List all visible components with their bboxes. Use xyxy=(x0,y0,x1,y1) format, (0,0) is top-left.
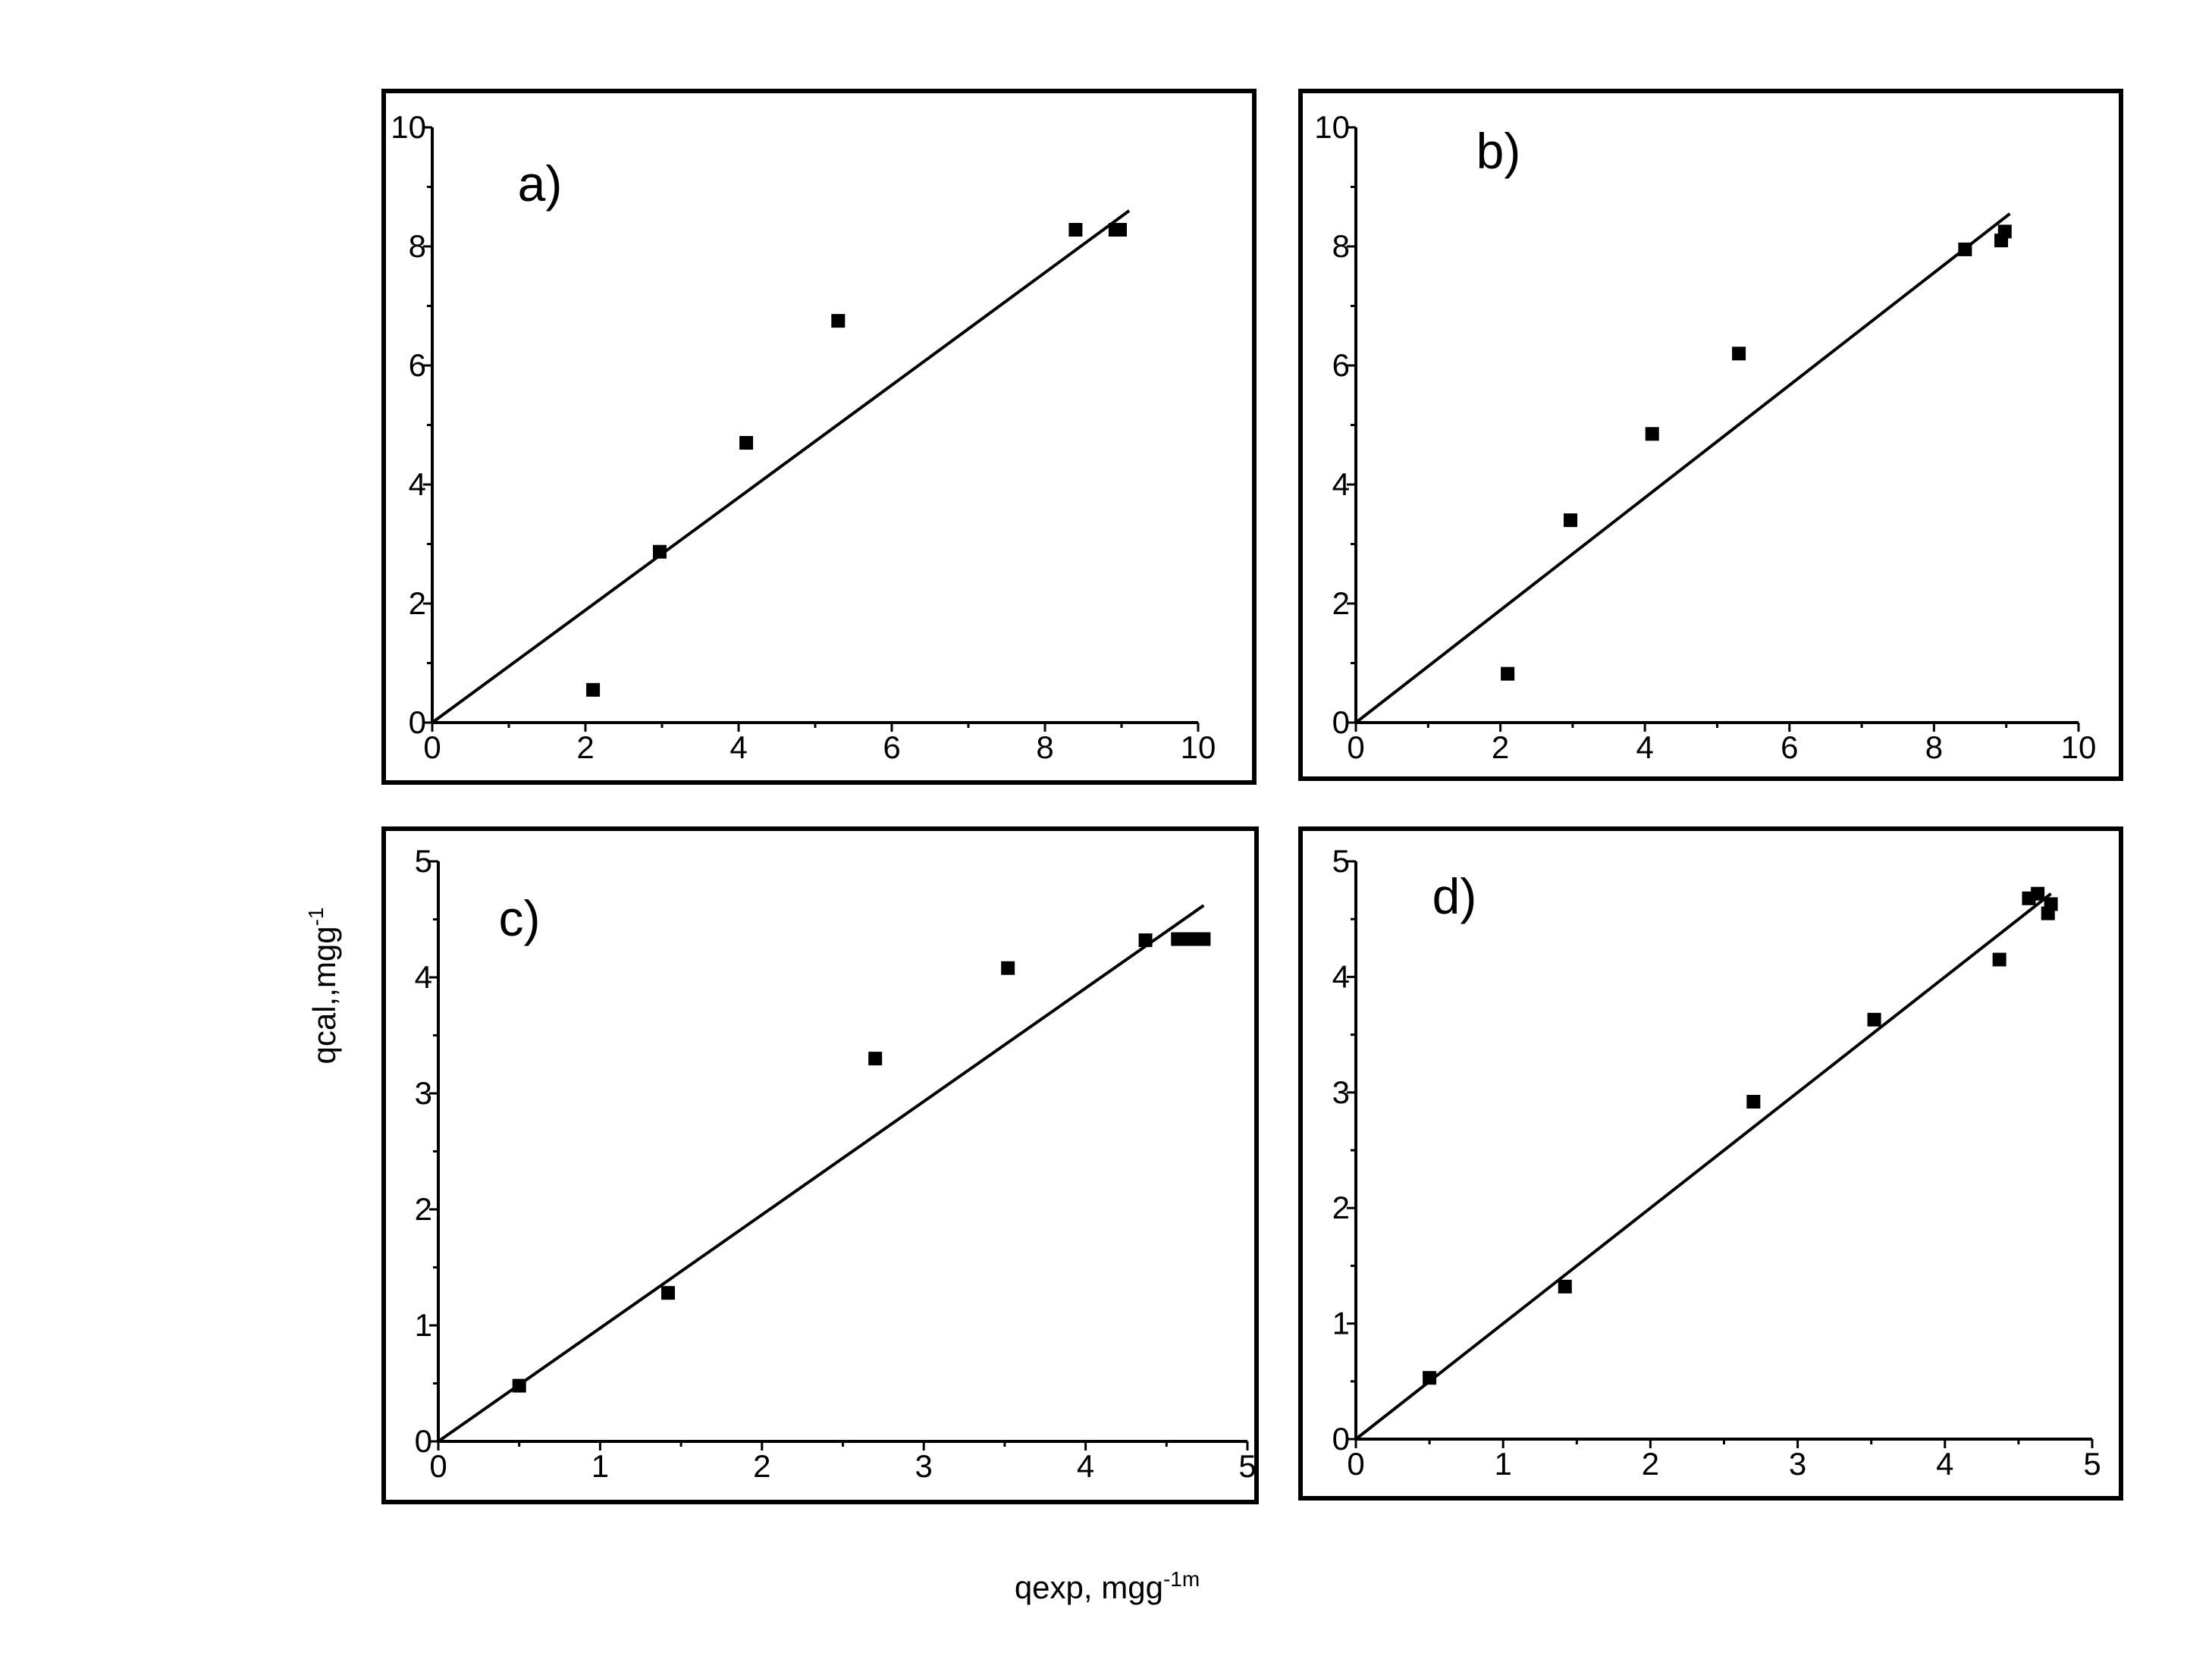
y-tick-label: 10 xyxy=(1314,109,1350,145)
y-axis-title-sup: -1 xyxy=(304,908,328,927)
y-tick-label: 2 xyxy=(415,1191,432,1227)
y-tick-label: 2 xyxy=(409,585,426,621)
x-tick-label: 0 xyxy=(429,1448,447,1484)
data-point xyxy=(1068,223,1083,237)
y-tick-label: 6 xyxy=(409,347,426,383)
x-tick-label: 3 xyxy=(915,1448,933,1484)
x-tick-label: 6 xyxy=(1781,729,1798,765)
x-tick-label: 2 xyxy=(753,1448,770,1484)
data-point xyxy=(652,544,667,559)
y-axis-title: qcal,,mgg-1 xyxy=(304,908,342,1065)
y-tick-label: 0 xyxy=(1332,704,1350,740)
data-point xyxy=(739,436,754,450)
x-tick-label: 0 xyxy=(1347,729,1364,765)
chart-panel-4: 0 1 2 3 4 5 0 1 2 3 4 5 d) xyxy=(1298,826,2123,1501)
x-tick-label: 0 xyxy=(1347,1446,1364,1482)
panel-label: c) xyxy=(499,890,541,946)
x-tick-label: 4 xyxy=(1936,1446,1953,1482)
y-tick-label: 1 xyxy=(415,1307,432,1343)
fit-line xyxy=(437,904,1205,1443)
y-tick-label: 4 xyxy=(1332,958,1350,994)
data-point xyxy=(1184,932,1198,946)
panel-label: a) xyxy=(518,155,563,212)
data-point xyxy=(1423,1371,1437,1385)
x-tick-label: 10 xyxy=(2061,729,2097,765)
x-tick-label: 4 xyxy=(729,729,747,765)
y-tick-label: 5 xyxy=(415,843,432,879)
x-axis-title-main: qexp, mgg xyxy=(1015,1570,1163,1605)
data-point xyxy=(1997,224,2012,239)
data-point xyxy=(661,1286,676,1300)
data-point xyxy=(1867,1012,1881,1027)
panel-frame xyxy=(381,89,1257,785)
chart-panel-2: 0 2 4 6 8 10 0 2 4 6 8 10 b) xyxy=(1298,89,2123,781)
data-point xyxy=(1112,223,1127,237)
y-tick-label: 2 xyxy=(1332,1190,1350,1225)
data-point xyxy=(1171,932,1185,946)
x-tick-label: 4 xyxy=(1636,729,1654,765)
data-point xyxy=(1197,932,1211,946)
data-point xyxy=(1501,666,1515,681)
y-tick-label: 6 xyxy=(1332,347,1350,383)
y-tick-label: 5 xyxy=(1332,843,1350,879)
data-point xyxy=(1564,513,1578,528)
data-point xyxy=(1645,427,1659,441)
x-tick-label: 6 xyxy=(883,729,900,765)
y-tick-label: 2 xyxy=(1332,585,1350,621)
data-point xyxy=(1001,961,1015,975)
data-point xyxy=(2031,886,2045,901)
y-tick-label: 0 xyxy=(1332,1421,1350,1457)
x-tick-label: 1 xyxy=(1495,1446,1512,1482)
data-point xyxy=(1732,347,1746,361)
y-tick-label: 4 xyxy=(415,959,432,995)
data-point xyxy=(1138,933,1153,948)
x-tick-label: 2 xyxy=(1642,1446,1659,1482)
data-point xyxy=(1558,1279,1572,1294)
y-tick-label: 4 xyxy=(409,466,426,502)
y-tick-label: 3 xyxy=(1332,1074,1350,1110)
data-point xyxy=(1958,242,1972,256)
x-tick-label: 10 xyxy=(1181,729,1216,765)
x-tick-label: 1 xyxy=(591,1448,609,1484)
fit-line xyxy=(431,209,1131,724)
x-tick-label: 0 xyxy=(423,729,441,765)
x-tick-label: 5 xyxy=(1238,1448,1256,1484)
y-tick-label: 4 xyxy=(1332,466,1350,502)
x-tick-label: 4 xyxy=(1077,1448,1094,1484)
x-tick-label: 3 xyxy=(1789,1446,1806,1482)
data-point xyxy=(831,314,846,328)
data-point xyxy=(1992,952,2006,967)
panel-label: b) xyxy=(1476,123,1521,179)
y-tick-label: 8 xyxy=(1332,228,1350,264)
x-tick-label: 2 xyxy=(576,729,594,765)
y-tick-label: 8 xyxy=(409,228,426,264)
x-axis-title: qexp, mgg-1m xyxy=(1015,1567,1200,1605)
data-point xyxy=(512,1378,526,1393)
y-tick-label: 0 xyxy=(415,1423,432,1459)
fit-line xyxy=(1354,212,2011,724)
panel-frame xyxy=(1298,826,2123,1501)
panel-frame xyxy=(381,826,1259,1504)
x-axis-title-sup: -1m xyxy=(1163,1567,1200,1591)
x-tick-label: 2 xyxy=(1492,729,1509,765)
chart-panel-1: 0 2 4 6 8 10 0 2 4 6 8 10 a) xyxy=(381,89,1257,785)
data-point xyxy=(1746,1094,1761,1109)
x-tick-label: 8 xyxy=(1036,729,1053,765)
x-tick-label: 8 xyxy=(1925,729,1943,765)
y-tick-label: 10 xyxy=(391,109,426,145)
data-point xyxy=(2044,897,2058,911)
data-point xyxy=(868,1052,883,1066)
panel-frame xyxy=(1298,89,2123,781)
x-tick-label: 5 xyxy=(2083,1446,2101,1482)
y-tick-label: 0 xyxy=(409,704,426,740)
panel-label: d) xyxy=(1432,868,1477,924)
data-point xyxy=(586,682,601,697)
y-axis-title-main: qcal,,mgg xyxy=(306,926,342,1064)
y-tick-label: 3 xyxy=(415,1075,432,1111)
y-tick-label: 1 xyxy=(1332,1306,1350,1341)
chart-panel-3: 0 1 2 3 4 5 0 1 2 3 4 5 c) xyxy=(381,826,1259,1504)
fit-line xyxy=(1354,892,2052,1441)
